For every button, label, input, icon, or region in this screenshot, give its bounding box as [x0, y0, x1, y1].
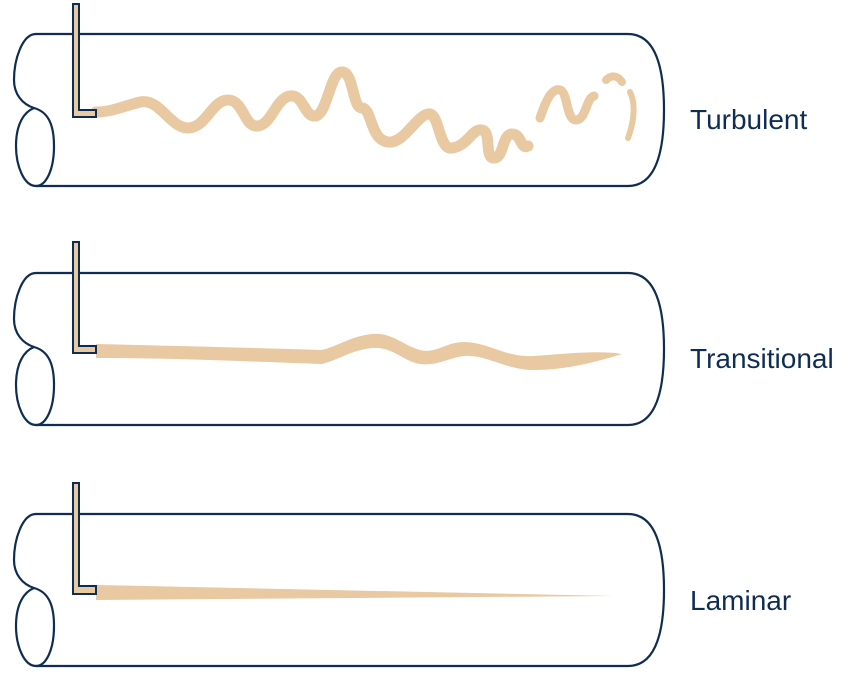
- transitional-panel: Transitional: [12, 241, 834, 427]
- laminar-panel: Laminar: [12, 482, 791, 668]
- laminar-label: Laminar: [690, 585, 791, 616]
- laminar-dye-streak: [96, 585, 614, 600]
- laminar-pipe: [12, 512, 666, 668]
- transitional-label: Transitional: [690, 343, 834, 374]
- transitional-pipe: [12, 271, 666, 427]
- turbulent-dye-streak: [90, 66, 637, 164]
- turbulent-panel: Turbulent: [12, 3, 807, 188]
- turbulent-pipe: [12, 32, 666, 188]
- turbulent-label: Turbulent: [690, 104, 807, 135]
- transitional-injector-tube: [72, 241, 97, 354]
- transitional-dye-streak: [96, 333, 622, 370]
- laminar-injector-tube: [72, 482, 97, 595]
- turbulent-injector-tube: [72, 3, 97, 118]
